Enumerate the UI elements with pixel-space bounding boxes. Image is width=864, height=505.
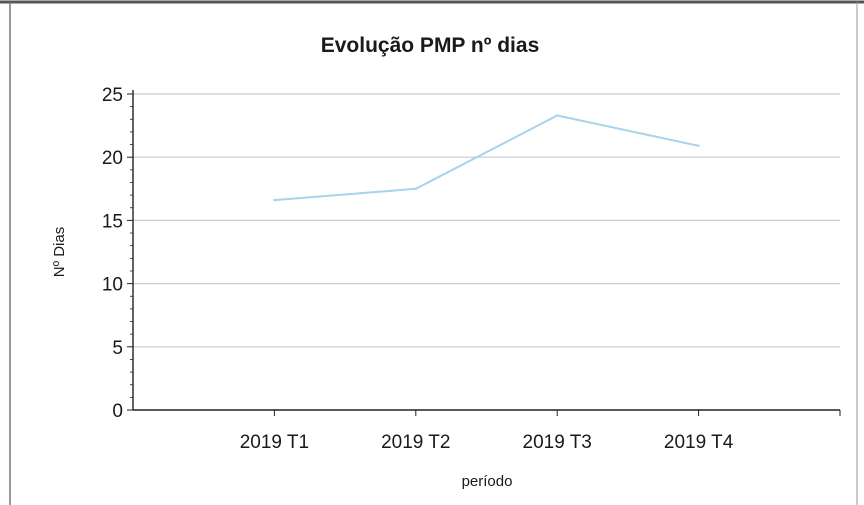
data-point-1 (273, 198, 276, 202)
x-tick-label-4: 2019 T4 (664, 432, 734, 453)
grid-lines (133, 93, 840, 348)
chart-title: Evolução PMP nº dias (321, 34, 540, 57)
x-tick-labels: 2019 T1 2019 T2 2019 T3 2019 T4 (240, 432, 734, 453)
y-tick-label-5: 5 (112, 338, 123, 359)
data-point-4 (697, 144, 700, 148)
x-tick-label-1: 2019 T1 (240, 432, 309, 453)
y-axis-title: Nº Dias (51, 227, 68, 278)
y-tick-label-0: 0 (112, 401, 123, 422)
y-tick-label-20: 20 (102, 148, 123, 169)
x-tick-label-3: 2019 T3 (523, 432, 592, 453)
data-point-2 (414, 187, 417, 190)
y-tick-labels: 0 5 10 15 20 25 (102, 85, 123, 422)
data-point-3 (556, 114, 559, 117)
series-layer (273, 114, 700, 202)
series-line-1 (274, 114, 699, 202)
y-tick-label-25: 25 (102, 85, 123, 106)
x-tick-label-2: 2019 T2 (381, 432, 450, 453)
y-tick-label-15: 15 (102, 211, 123, 232)
x-axis-title: período (462, 473, 513, 490)
y-tick-label-10: 10 (102, 275, 123, 296)
axes (127, 90, 841, 416)
